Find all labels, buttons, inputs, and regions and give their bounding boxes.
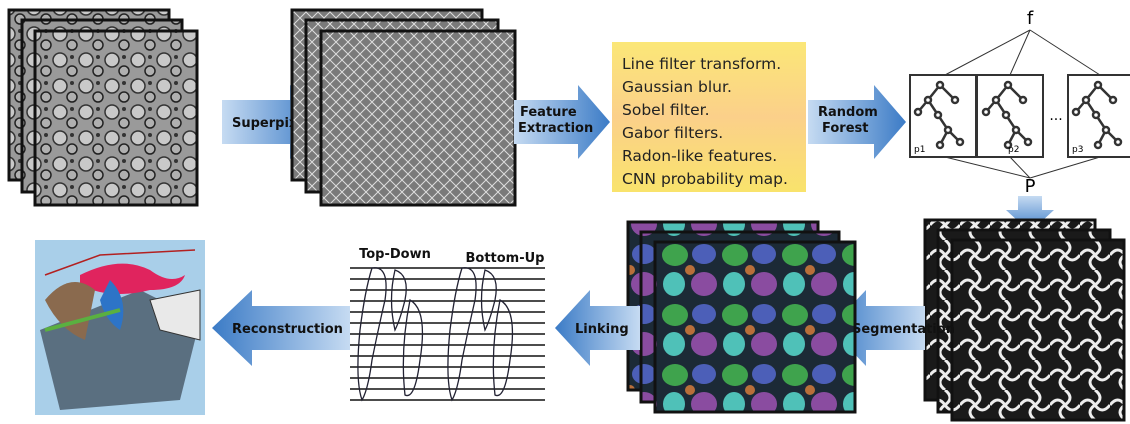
feature-item: CNN probability map.	[622, 170, 788, 188]
tree-label: p1	[914, 145, 925, 155]
step-label: Linking	[575, 322, 629, 337]
forest-output: P	[1025, 176, 1036, 197]
linking-diagram: Top-Down Bottom-Up	[350, 247, 545, 400]
ellipsis: ...	[1049, 108, 1062, 124]
segmentation-stack	[628, 222, 855, 412]
random-forest: f P p1 p2 p3 ...	[910, 8, 1130, 197]
reconstruction-image	[35, 240, 205, 415]
feature-item: Radon-like features.	[622, 147, 777, 165]
step-label: Reconstruction	[232, 322, 343, 337]
tree-label: p2	[1008, 145, 1019, 155]
pipeline-diagram: Superpixel FeatureExtraction Line filter…	[0, 0, 1130, 424]
em-stack	[9, 10, 197, 205]
feature-item: Sobel filter.	[622, 101, 710, 119]
linking-title: Bottom-Up	[465, 251, 544, 266]
forest-root: f	[1027, 8, 1034, 29]
superpixel-stack	[292, 10, 515, 205]
feature-item: Gaussian blur.	[622, 78, 732, 96]
feature-item: Line filter transform.	[622, 55, 781, 73]
feature-item: Gabor filters.	[622, 124, 723, 142]
linking-title: Top-Down	[359, 247, 431, 262]
feature-box: Line filter transform. Gaussian blur. So…	[612, 42, 806, 192]
probability-stack	[925, 220, 1124, 420]
step-label: Segmentation	[852, 322, 955, 337]
arrow: Reconstruction	[212, 290, 350, 366]
tree-label: p3	[1072, 145, 1083, 155]
